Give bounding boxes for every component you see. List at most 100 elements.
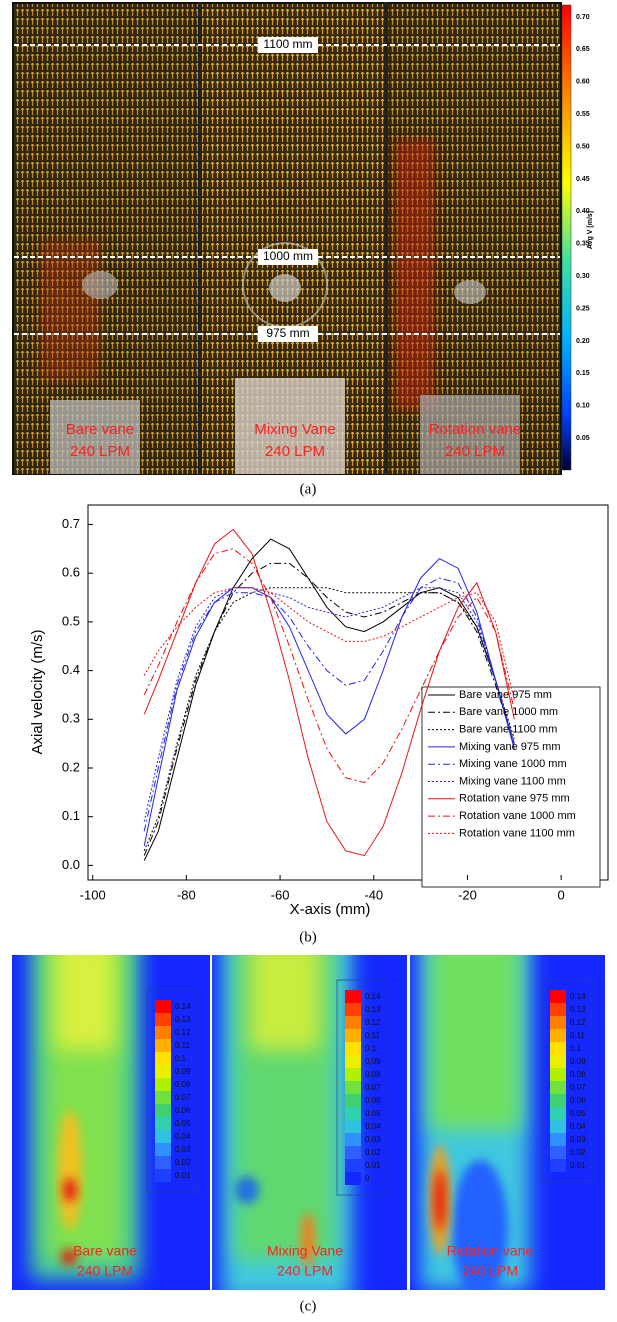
colorbar-swatch [550,1029,566,1042]
colorbar-label: 0.1 [570,1044,582,1053]
y-tick-label: 0.0 [62,857,80,872]
series-line [143,587,515,822]
colorbar-label: 0.11 [175,1041,191,1050]
legend-frame [336,979,388,1196]
depth-label: 1000 mm [263,249,313,263]
colorbar-label: 0.11 [570,1031,586,1040]
legend-box [421,686,601,888]
colorbar-label: 0.30 [576,273,590,280]
colorbar-label: 0.07 [175,1093,191,1102]
legend-label: Mixing vane 975 mm [459,741,561,753]
colorbar-swatch [550,1107,566,1120]
colorbar-swatch [155,1169,171,1182]
contour-low [452,1160,508,1290]
contour-plume [55,955,115,1050]
colorbar-label: 0.1 [365,1044,377,1053]
x-tick-label: -20 [458,887,477,902]
case-label: 240 LPM [445,443,505,460]
depth-label-box [258,326,318,342]
case-label: Rotation vane [447,1243,534,1259]
legend-frame [541,979,593,1183]
colorbar-swatch [550,1003,566,1016]
colorbar-label: 0.14 [365,992,381,1001]
case-label: 240 LPM [277,1263,333,1279]
case-label: Bare vane [66,421,134,438]
colorbar-label: 0.09 [175,1067,191,1076]
colorbar-swatch [155,1091,171,1104]
colorbar-swatch [345,1159,361,1172]
colorbar-swatch [345,1120,361,1133]
colorbar-swatch [550,1159,566,1172]
colorbar-label: 0.11 [365,1031,381,1040]
colorbar-swatch [155,1026,171,1039]
colorbar-swatch [345,1042,361,1055]
colorbar-swatch [550,1081,566,1094]
series-line [143,548,515,784]
colorbar-label: 0.02 [175,1158,191,1167]
caption: (a) [300,481,317,497]
colorbar-label: 0.06 [570,1096,586,1105]
colorbar-label: 0.50 [576,143,590,150]
colorbar-swatch [550,1042,566,1055]
case-label: 240 LPM [77,1263,133,1279]
colorbar-swatch [345,1016,361,1029]
colorbar-swatch [345,1094,361,1107]
colorbar-swatch [550,1016,566,1029]
x-tick-label: -40 [364,887,383,902]
y-axis-title: Axial velocity (m/s) [29,629,46,754]
colorbar-swatch [155,1013,171,1026]
rotation-red-zone [395,140,435,410]
colorbar-label: 0.08 [570,1070,586,1079]
contour-plume [430,955,520,1130]
colorbar-label: 0.06 [175,1106,191,1115]
colorbar-swatch [155,1078,171,1091]
series-line [143,587,515,700]
legend-frame [146,989,198,1193]
colorbar-label: 0.13 [175,1015,191,1024]
colorbar-swatch [155,1039,171,1052]
contour-peak [61,1249,77,1265]
colorbar-label: 0.70 [576,14,590,21]
colorbar-label: 0.05 [365,1109,381,1118]
colorbar-label: 0.02 [365,1148,381,1157]
colorbar-swatch [155,1052,171,1065]
colorbar-swatch [345,1081,361,1094]
colorbar-swatch [345,1055,361,1068]
legend-label: Rotation vane 975 mm [459,793,570,805]
colorbar-swatch [345,1172,361,1185]
colorbar-label: 0.07 [365,1083,381,1092]
mixing-vane-block [235,378,345,474]
x-tick-label: -100 [80,887,106,902]
divider [384,2,388,475]
colorbar-label: 0.05 [570,1109,586,1118]
y-tick-label: 0.2 [62,759,80,774]
legend-label: Mixing vane 1000 mm [459,758,567,770]
colorbar-label: 0.08 [365,1070,381,1079]
colorbar-label: 0.12 [365,1018,381,1027]
colorbar-label: 0.05 [576,435,590,442]
colorbar-label: 0.10 [576,403,590,410]
colorbar-swatch [550,1068,566,1081]
colorbar-label: 0.55 [576,111,590,118]
legend-label: Bare vane 975 mm [459,689,552,701]
series-line [143,562,515,856]
colorbar-swatch [155,1130,171,1143]
legend-label: Bare vane 1000 mm [459,706,558,718]
contour-peak [301,1212,315,1268]
x-tick-label: 0 [558,887,565,902]
contour-peak [58,1110,82,1230]
divider [198,2,202,475]
colorbar-label: 0.04 [365,1122,381,1131]
colorbar-label: 0.60 [576,79,590,86]
colorbar-label: 0.13 [365,1005,381,1014]
colorbar-label: 0.65 [576,46,590,53]
colorbar-label: 0.01 [570,1161,586,1170]
contour-maps [12,955,605,1290]
colorbar-swatch [550,1146,566,1159]
colorbar-label: 0.15 [576,370,590,377]
depth-label: 1100 mm [263,37,312,51]
colorbar-swatch [345,1107,361,1120]
colorbar-label: 0 [365,1174,370,1183]
colorbar-label: 0.14 [570,992,586,1001]
colorbar-swatch [345,990,361,1003]
